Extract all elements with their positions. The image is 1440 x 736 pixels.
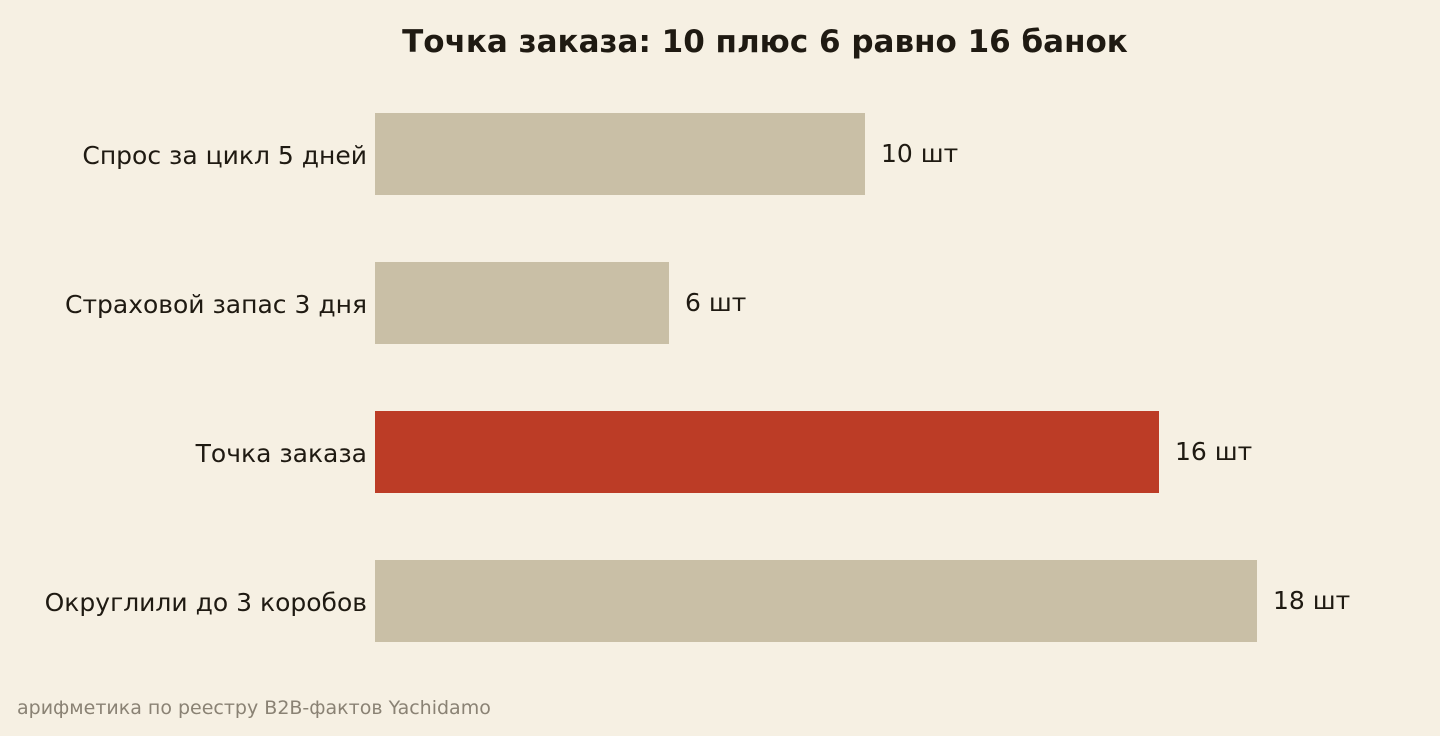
- bars-group: Спрос за цикл 5 дней 10 шт Страховой запас…: [45, 113, 1350, 642]
- category-label: Точка заказа: [195, 439, 367, 468]
- value-label: 16 шт: [1175, 437, 1252, 466]
- bar: [375, 560, 1257, 642]
- bar-highlight: [375, 411, 1159, 493]
- footnote: арифметика по реестру B2B-фактов Yachida…: [17, 697, 491, 719]
- value-label: 10 шт: [881, 139, 958, 168]
- value-label: 18 шт: [1273, 586, 1350, 615]
- category-label: Округлили до 3 коробов: [45, 588, 367, 617]
- value-label: 6 шт: [685, 288, 746, 317]
- bar: [375, 113, 865, 195]
- chart-title: Точка заказа: 10 плюс 6 равно 16 банок: [402, 24, 1128, 60]
- bar: [375, 262, 669, 344]
- category-label: Страховой запас 3 дня: [65, 290, 367, 319]
- category-label: Спрос за цикл 5 дней: [82, 141, 367, 170]
